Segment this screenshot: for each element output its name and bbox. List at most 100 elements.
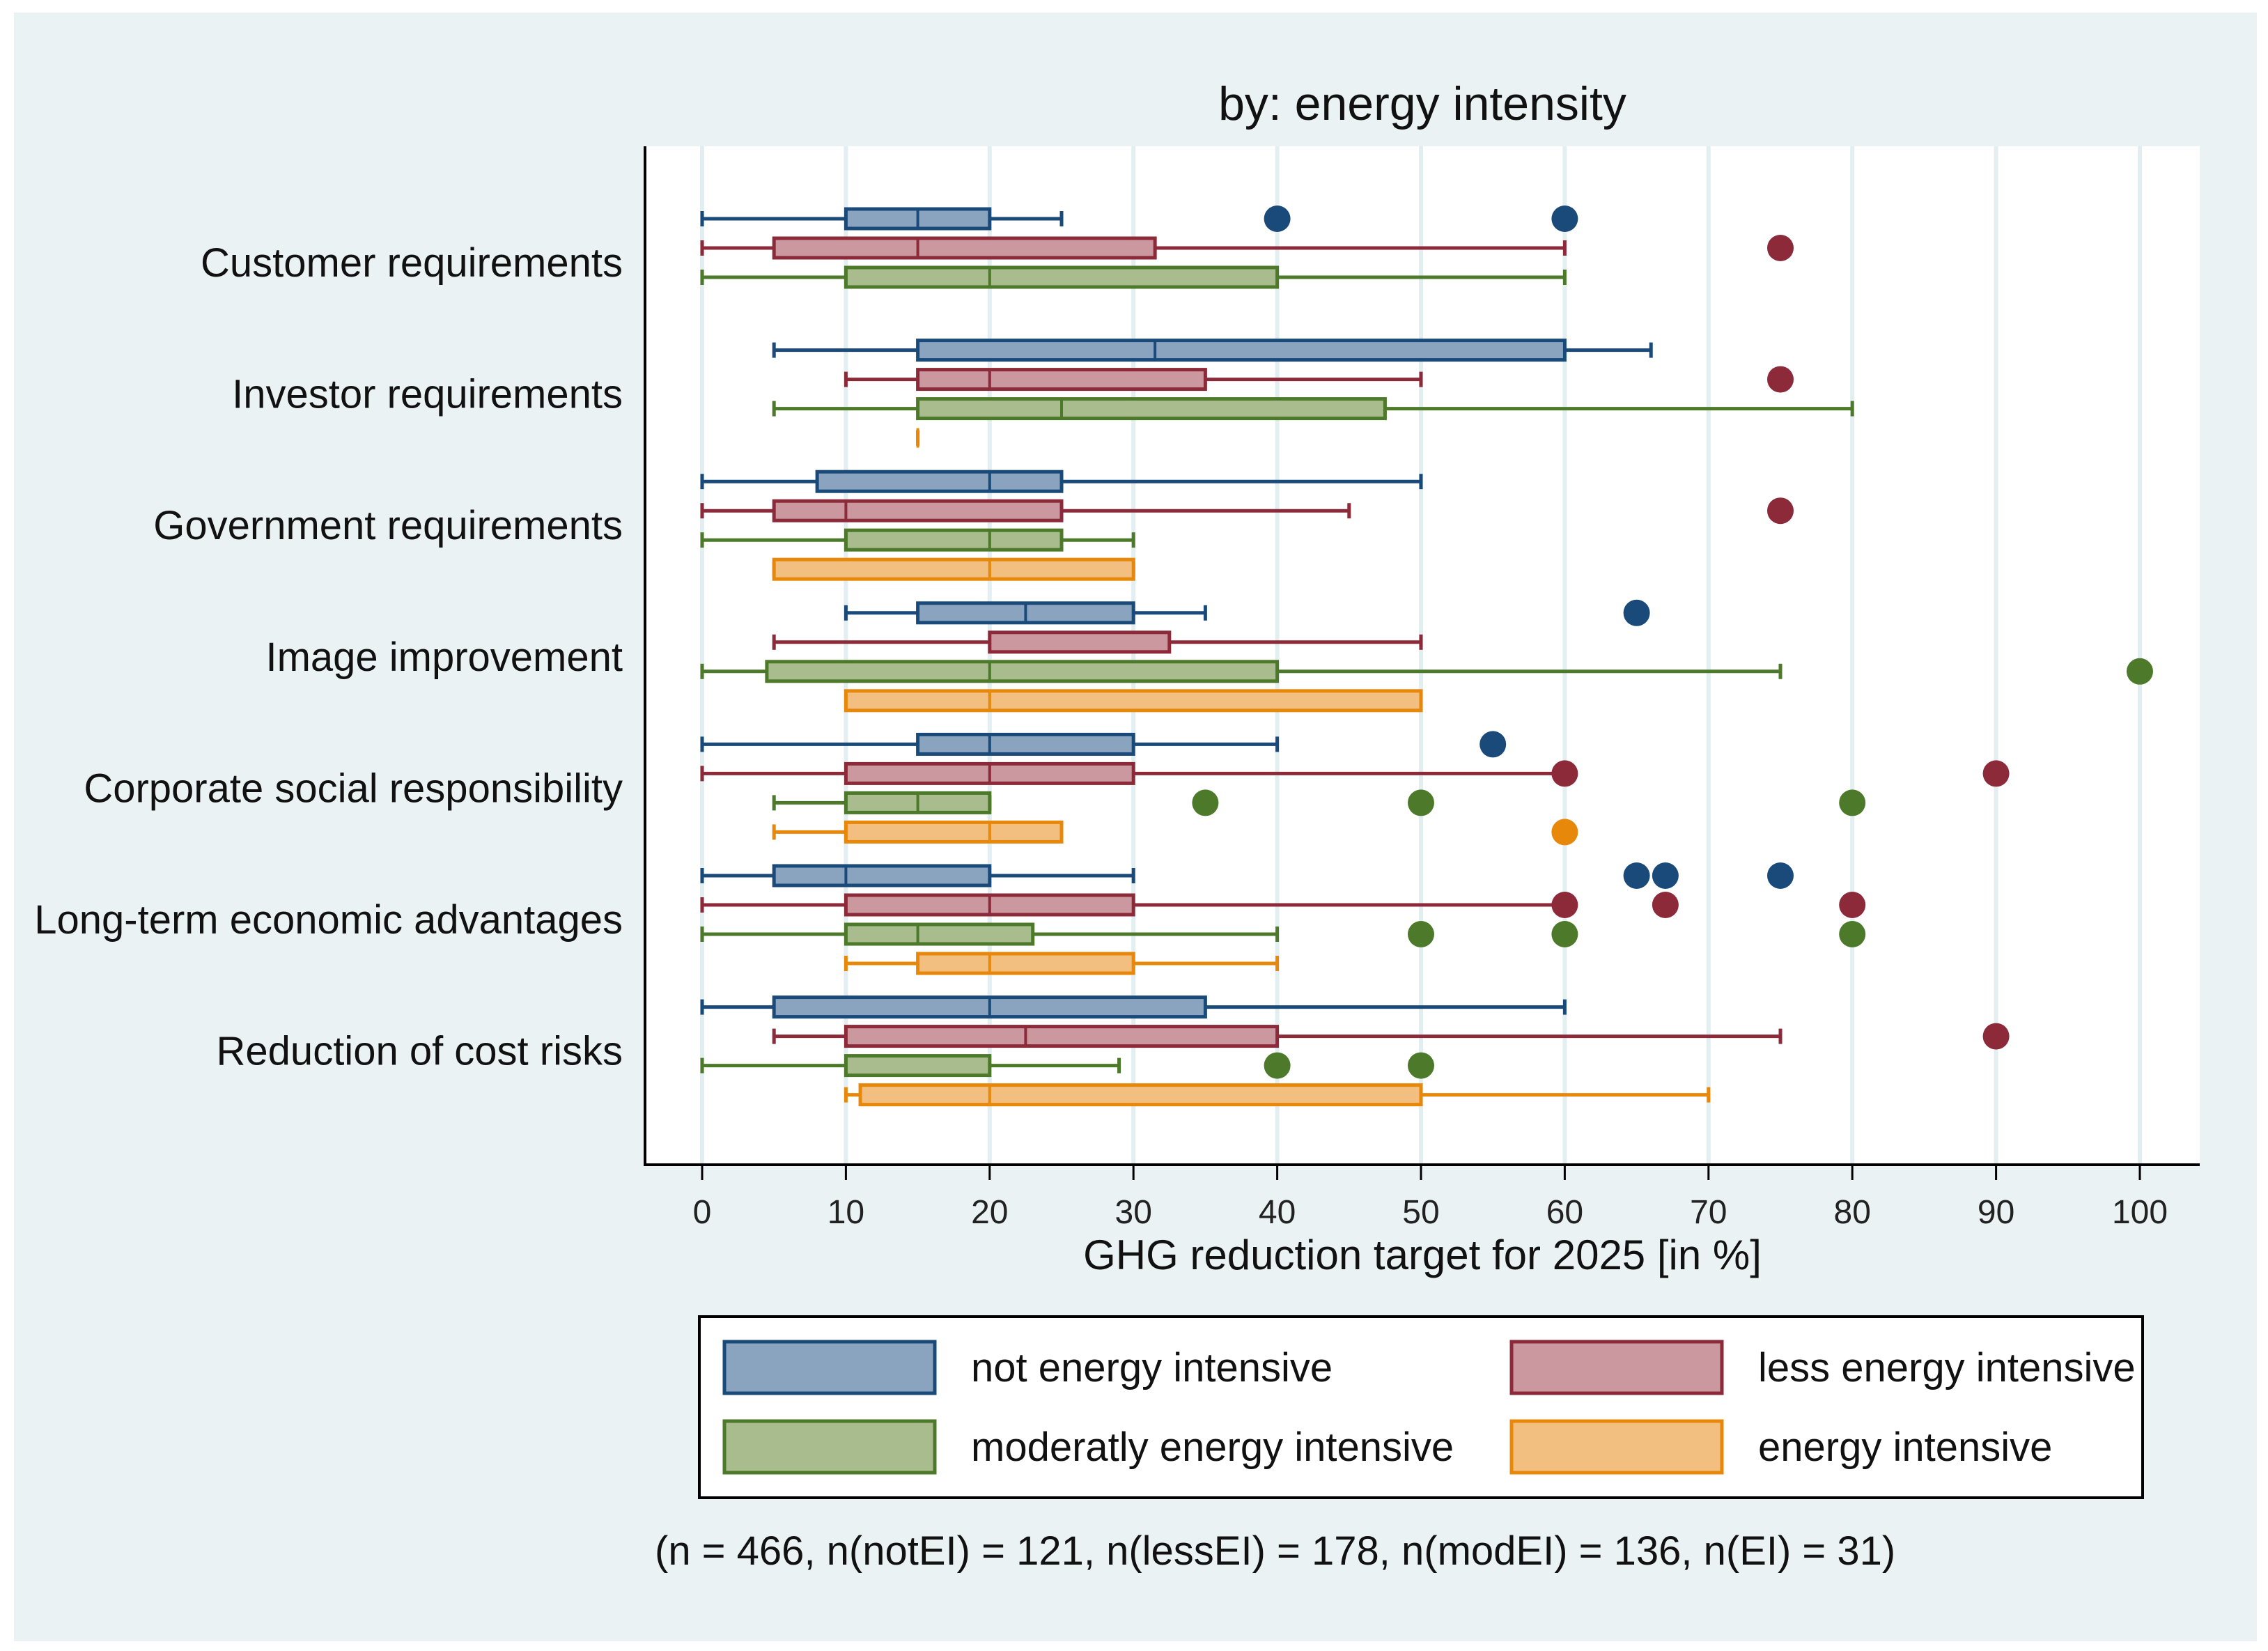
outlier-point	[1551, 892, 1578, 918]
outlier-point	[1652, 862, 1679, 889]
outlier-point	[1408, 921, 1434, 947]
outlier-point	[1623, 599, 1650, 626]
outlier-point	[1767, 235, 1794, 261]
x-tick-label-100: 100	[2112, 1194, 2168, 1231]
box-group	[700, 235, 1794, 261]
box-group	[772, 397, 1854, 421]
box-group	[772, 819, 1578, 846]
outlier-point	[1479, 731, 1507, 758]
x-tick-label-70: 70	[1690, 1194, 1727, 1231]
legend-swatch	[1509, 1419, 1724, 1475]
box-group	[700, 862, 1794, 889]
category-label: Long-term economic advantages	[34, 897, 623, 943]
box	[765, 660, 1280, 683]
box	[844, 922, 1035, 946]
outlier-point	[1652, 892, 1679, 918]
outlier-point	[1767, 366, 1794, 393]
box-group	[844, 1083, 1711, 1107]
outlier-point	[1264, 1052, 1291, 1079]
x-tick-label-40: 40	[1259, 1194, 1296, 1231]
category-label: Customer requirements	[201, 240, 623, 286]
x-tick-label-90: 90	[1978, 1194, 2014, 1231]
legend-label: energy intensive	[1758, 1425, 2052, 1470]
box	[916, 397, 1387, 421]
outlier-point	[1767, 497, 1794, 525]
box-group	[772, 557, 1135, 581]
box	[916, 339, 1567, 362]
legend-label: not energy intensive	[971, 1345, 1333, 1390]
legend-swatch	[722, 1419, 937, 1475]
x-tick-label-60: 60	[1546, 1194, 1583, 1231]
category-labels: Customer requirements Investor requiremen…	[34, 240, 623, 1074]
outlier-point	[1839, 921, 1866, 947]
box-group	[772, 339, 1653, 362]
outlier-point	[1408, 1052, 1434, 1079]
x-tick-label-10: 10	[828, 1194, 864, 1231]
outlier-point	[1551, 206, 1578, 232]
category-label: Investor requirements	[232, 372, 623, 417]
box-group	[772, 630, 1423, 654]
box	[916, 732, 1135, 756]
box-group	[700, 760, 2010, 787]
box	[772, 236, 1157, 260]
category-label: Image improvement	[265, 635, 623, 680]
box-group	[700, 497, 1794, 525]
box	[844, 820, 1064, 844]
box-group	[700, 1052, 1434, 1079]
x-axis-title: GHG reduction target for 2025 [in %]	[1083, 1232, 1762, 1278]
outlier-point	[1551, 921, 1578, 947]
outlier-point	[1264, 206, 1291, 232]
legend-label: less energy intensive	[1758, 1345, 2136, 1390]
box	[916, 368, 1207, 392]
outlier-point	[1551, 760, 1578, 787]
box-group	[772, 1023, 2010, 1050]
box	[844, 689, 1423, 713]
box	[772, 557, 1135, 581]
box-group	[700, 995, 1567, 1019]
box-group	[700, 206, 1578, 232]
box-group	[844, 366, 1794, 393]
x-tick-label-80: 80	[1834, 1194, 1871, 1231]
box-group	[700, 731, 1507, 758]
plot-series	[700, 206, 2153, 1107]
outlier-point	[1982, 760, 2010, 787]
box-group	[772, 789, 1866, 816]
box-group	[700, 921, 1866, 947]
box	[772, 864, 992, 887]
x-tick-label-20: 20	[971, 1194, 1008, 1231]
outlier-point	[1982, 1023, 2010, 1050]
box-group	[700, 265, 1567, 289]
box-group	[844, 689, 1423, 713]
box-group	[844, 599, 1650, 626]
box	[988, 630, 1172, 654]
box	[916, 952, 1135, 975]
category-label: Corporate social responsibility	[84, 766, 623, 811]
box-group	[700, 470, 1423, 493]
legend-label: moderatly energy intensive	[971, 1425, 1454, 1470]
category-label: Reduction of cost risks	[217, 1029, 623, 1074]
box-group	[700, 528, 1135, 552]
legend: not energy intensive less energy intensiv…	[698, 1315, 2144, 1499]
box-group	[700, 892, 1866, 918]
box-group	[700, 658, 2153, 685]
sample-size-note: (n = 466, n(notEI) = 121, n(lessEI) = 17…	[655, 1528, 1895, 1574]
x-tick-label-30: 30	[1115, 1194, 1152, 1231]
outlier-point	[1408, 789, 1434, 816]
gridlines	[700, 146, 2142, 1165]
box	[844, 1054, 992, 1078]
outlier-point	[1192, 789, 1219, 816]
outlier-point	[1839, 789, 1866, 816]
outlier-point	[1551, 819, 1578, 846]
box-group	[844, 952, 1280, 975]
box	[858, 1083, 1423, 1107]
category-label: Government requirements	[153, 503, 623, 548]
x-ticks: 0 10 20 30 40 50 60 70 80 90 100	[693, 1165, 2168, 1231]
chart-title: by: energy intensity	[1218, 77, 1626, 130]
box	[772, 499, 1064, 522]
box	[844, 1025, 1280, 1048]
legend-frame	[698, 1315, 2144, 1499]
legend-swatch	[1509, 1340, 1724, 1395]
legend-swatch	[722, 1340, 937, 1395]
box	[844, 265, 1280, 289]
